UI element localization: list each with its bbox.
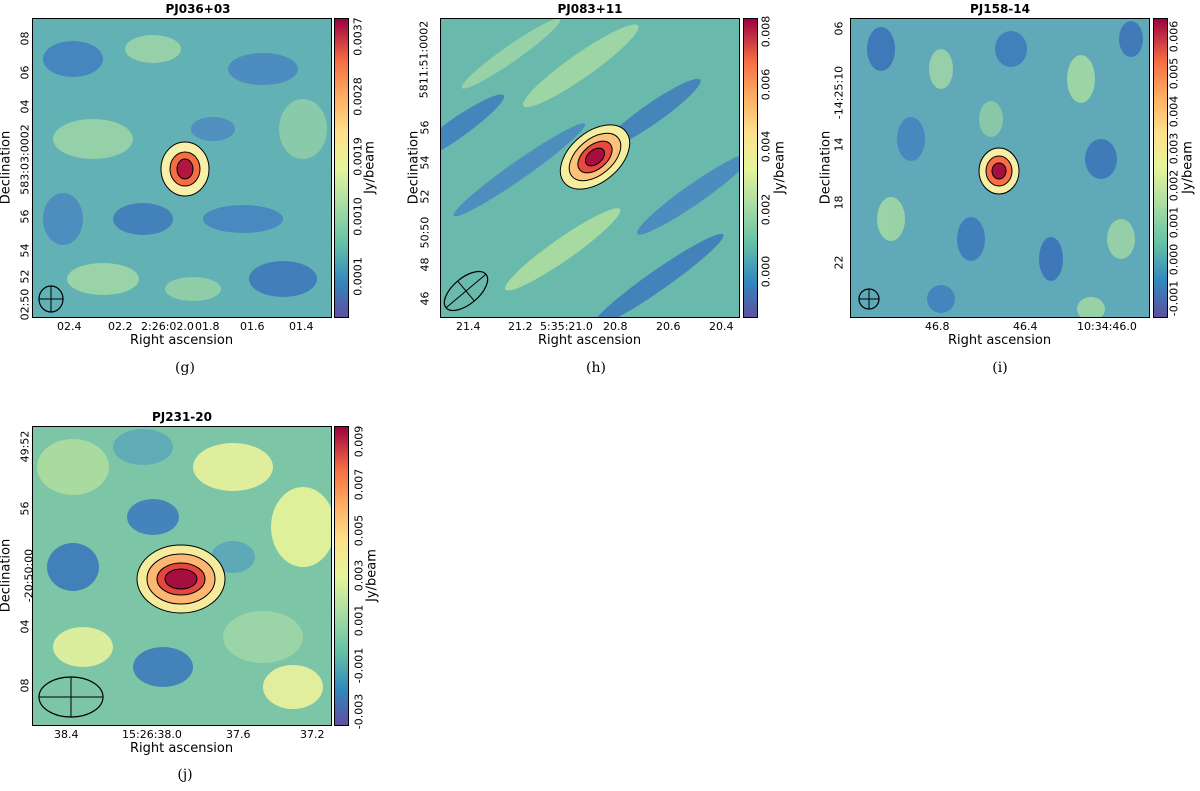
y-tick: -14:25:10 [832, 65, 846, 120]
colorbar [334, 18, 349, 318]
colorbar-label: Jy/beam [1180, 141, 1196, 194]
x-axis-label: Right ascension [538, 333, 642, 348]
x-tick: 21.4 [456, 320, 481, 333]
y-tick: 56 [18, 209, 32, 224]
y-tick: 06 [832, 21, 846, 36]
colorbar [1153, 18, 1168, 318]
y-tick: -20:50:00 [22, 548, 36, 603]
panel-caption: (i) [992, 360, 1008, 376]
panel-title: PJ083+11 [557, 2, 623, 16]
x-tick: 01.6 [240, 320, 265, 333]
radio-map-image [33, 19, 331, 317]
x-tick: 20.8 [603, 320, 628, 333]
y-tick: 02:50 [18, 288, 32, 321]
y-tick: 56 [418, 120, 432, 135]
cb-tick: 0.008 [759, 15, 773, 48]
y-tick: 08 [18, 31, 32, 46]
panel-caption: (h) [586, 360, 606, 376]
y-tick: 18 [832, 195, 846, 210]
cb-tick: 0.0001 [351, 257, 365, 296]
beam-ellipse-icon [858, 288, 880, 310]
colorbar-label: Jy/beam [362, 141, 378, 194]
beam-ellipse-icon [38, 285, 64, 313]
y-tick: 5811:51:0002 [417, 20, 431, 99]
y-tick: 46 [418, 291, 432, 306]
radio-map-image [33, 427, 331, 725]
x-tick: 21.2 [508, 320, 533, 333]
x-tick: 15:26:38.0 [122, 728, 182, 741]
y-axis-label: Declination [0, 130, 14, 205]
x-tick: 38.4 [54, 728, 79, 741]
cb-tick: 0.006 [759, 68, 773, 101]
y-axis-label: Declination [818, 130, 834, 205]
y-tick: 49:52 [18, 430, 32, 463]
radio-map [850, 18, 1150, 318]
y-tick: 04 [18, 619, 32, 634]
beam-ellipse-icon [443, 270, 489, 312]
cb-tick: 0.0010 [351, 197, 365, 236]
x-axis-label: Right ascension [130, 741, 234, 756]
colorbar [334, 426, 349, 726]
x-tick: 20.6 [656, 320, 681, 333]
cb-tick: 0.0028 [351, 77, 365, 116]
beam-ellipse-icon [38, 676, 104, 718]
cb-tick: 0.007 [352, 468, 366, 501]
x-tick: 01.4 [289, 320, 314, 333]
y-tick: 22 [832, 255, 846, 270]
y-axis-label: Declination [0, 538, 14, 613]
x-axis-label: Right ascension [948, 333, 1052, 348]
y-tick: 54 [418, 155, 432, 170]
cb-tick: 0.009 [352, 425, 366, 458]
x-tick: 02.4 [57, 320, 82, 333]
x-tick: 01.8 [195, 320, 220, 333]
x-tick: 20.4 [709, 320, 734, 333]
x-tick: 5:35:21.0 [540, 320, 593, 333]
y-tick: 08 [18, 678, 32, 693]
x-tick: 10:34:46.0 [1077, 320, 1137, 333]
panel-caption: (j) [177, 767, 193, 783]
x-tick: 46.4 [1013, 320, 1038, 333]
x-axis-label: Right ascension [130, 333, 234, 348]
panel-caption: (g) [175, 360, 195, 376]
panel-title: PJ231-20 [152, 410, 212, 424]
cb-tick: -0.001 [352, 647, 366, 684]
colorbar [743, 18, 758, 318]
x-tick: 37.2 [300, 728, 325, 741]
cb-tick: 0.006 [1167, 20, 1181, 53]
cb-tick: 0.002 [759, 193, 773, 226]
radio-map [32, 18, 332, 318]
x-tick: 37.6 [226, 728, 251, 741]
radio-map [32, 426, 332, 726]
y-tick: 583:03:0002 [18, 124, 32, 195]
radio-map-image [851, 19, 1149, 317]
x-tick: 02.2 [108, 320, 133, 333]
y-tick: 06 [18, 65, 32, 80]
colorbar-label: Jy/beam [772, 141, 788, 194]
x-tick: 46.8 [925, 320, 950, 333]
cb-tick: 0.004 [759, 130, 773, 163]
y-tick: 48 [418, 257, 432, 272]
radio-map [440, 18, 740, 318]
panel-title: PJ158-14 [970, 2, 1030, 16]
y-tick: 56 [18, 501, 32, 516]
colorbar-label: Jy/beam [364, 549, 380, 602]
cb-tick: 0.000 [759, 255, 773, 288]
cb-tick: -0.003 [352, 693, 366, 730]
x-tick: 2:26:02.0 [141, 320, 194, 333]
cb-tick: 0.0037 [351, 17, 365, 56]
radio-map-image [441, 19, 739, 317]
panel-title: PJ036+03 [165, 2, 231, 16]
y-tick: 14 [832, 137, 846, 152]
